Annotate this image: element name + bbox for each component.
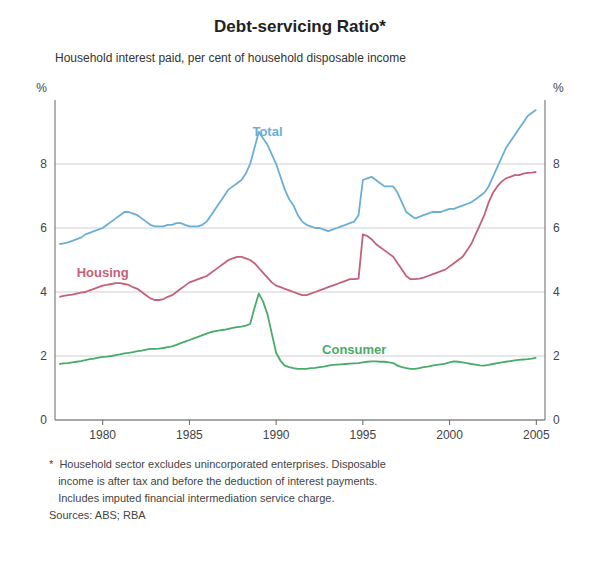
subtitle: Household interest paid, per cent of hou… [55, 51, 406, 65]
y2-tick-label: 2 [553, 349, 560, 363]
x-tick-label: 2000 [436, 428, 463, 442]
x-tick [362, 420, 363, 425]
series-line [59, 110, 536, 244]
y-tick-label: 6 [40, 221, 47, 235]
plot-area [59, 110, 536, 369]
footnote: Sources: ABS; RBA [49, 509, 146, 521]
y-axis-line [55, 100, 56, 420]
y-tick-label: 8 [40, 157, 47, 171]
footnote: Includes imputed financial intermediatio… [49, 492, 335, 504]
series-label: Total [252, 124, 282, 139]
x-axis-line [55, 420, 545, 421]
y2-axis-line [545, 100, 546, 420]
x-tick [102, 420, 103, 425]
grid-line [55, 420, 545, 421]
chart: Debt-servicing Ratio* Household interest … [0, 0, 600, 583]
series-label: Housing [77, 265, 129, 280]
series-label: Consumer [322, 342, 386, 357]
y2-tick-label: 6 [553, 221, 560, 235]
y2-tick-label: 8 [553, 157, 560, 171]
footnote: * Household sector excludes unincorporat… [49, 458, 386, 470]
y2-tick-label: 4 [553, 285, 560, 299]
title: Debt-servicing Ratio* [214, 17, 386, 36]
series-line [59, 294, 536, 369]
x-tick-label: 2005 [523, 428, 550, 442]
grid-line [55, 228, 545, 229]
x-tick [276, 420, 277, 425]
series-line [59, 172, 536, 300]
y2-axis-label: % [553, 81, 564, 95]
y-tick-label: 4 [40, 285, 47, 299]
x-tick-label: 1995 [350, 428, 377, 442]
y-tick-label: 2 [40, 349, 47, 363]
y-axis-label: % [36, 81, 47, 95]
grid-line [55, 292, 545, 293]
grid-line [55, 164, 545, 165]
x-tick [189, 420, 190, 425]
x-tick-label: 1985 [176, 428, 203, 442]
background [0, 0, 600, 583]
x-tick-label: 1980 [89, 428, 116, 442]
x-tick [536, 420, 537, 425]
y-tick-label: 0 [40, 413, 47, 427]
footnote: income is after tax and before the deduc… [49, 475, 377, 487]
grid-line [55, 356, 545, 357]
x-tick-label: 1990 [263, 428, 290, 442]
x-tick [449, 420, 450, 425]
y2-tick-label: 0 [553, 413, 560, 427]
